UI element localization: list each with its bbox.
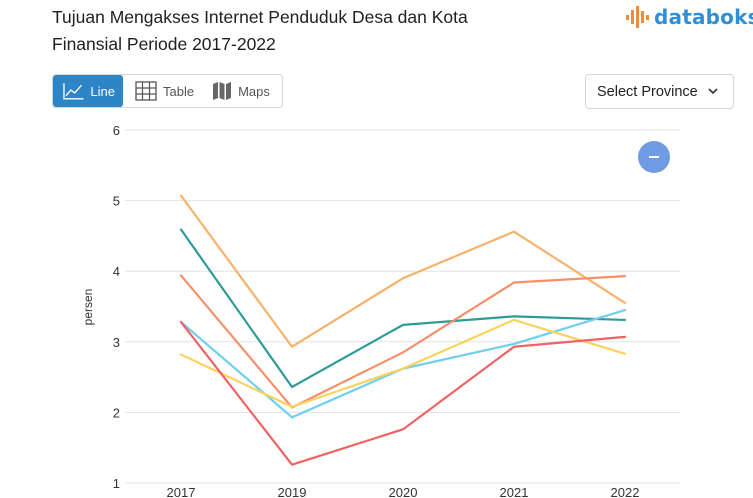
tab-table[interactable]: Table: [123, 75, 202, 107]
y-tick-label: 1: [113, 476, 120, 491]
tab-maps-label: Maps: [238, 83, 270, 99]
series-line-1: [179, 194, 627, 348]
y-tick-label: 4: [113, 264, 120, 279]
series-line-5: [179, 318, 627, 408]
y-tick-label: 5: [113, 194, 120, 209]
x-tick-label: 2017: [167, 485, 196, 498]
y-tick-label: 2: [113, 405, 120, 420]
x-tick-label: 2020: [389, 485, 418, 498]
province-select-label: Select Province: [597, 83, 698, 100]
series-line-6: [179, 320, 627, 466]
tab-table-label: Table: [163, 83, 195, 99]
x-tick-label: 2019: [278, 485, 307, 498]
table-grid-icon: [135, 81, 157, 101]
x-tick-label: 2022: [611, 485, 640, 498]
series-line-4: [179, 308, 627, 419]
collapse-button[interactable]: [638, 141, 670, 173]
minus-icon: [649, 156, 659, 158]
y-axis-label: persen: [81, 289, 95, 326]
view-switcher: Line Table Maps: [52, 74, 283, 108]
series-line-3: [179, 274, 627, 409]
line-chart-icon: [63, 83, 84, 100]
province-select[interactable]: Select Province: [585, 74, 734, 109]
map-icon: [213, 82, 232, 100]
databoks-bars-logo-icon: [626, 6, 649, 28]
tab-line[interactable]: Line: [53, 75, 123, 107]
tab-maps[interactable]: Maps: [202, 75, 278, 107]
chart-title: Tujuan Mengakses Internet Penduduk Desa …: [52, 7, 468, 54]
chevron-down-icon: [708, 88, 718, 95]
series-line-2: [179, 228, 627, 389]
y-tick-label: 3: [113, 335, 120, 350]
tab-line-label: Line: [90, 83, 115, 99]
y-tick-label: 6: [113, 123, 120, 138]
brand-name: databoks: [654, 5, 753, 29]
x-tick-label: 2021: [500, 485, 529, 498]
databoks-logo[interactable]: databoks: [626, 4, 753, 30]
